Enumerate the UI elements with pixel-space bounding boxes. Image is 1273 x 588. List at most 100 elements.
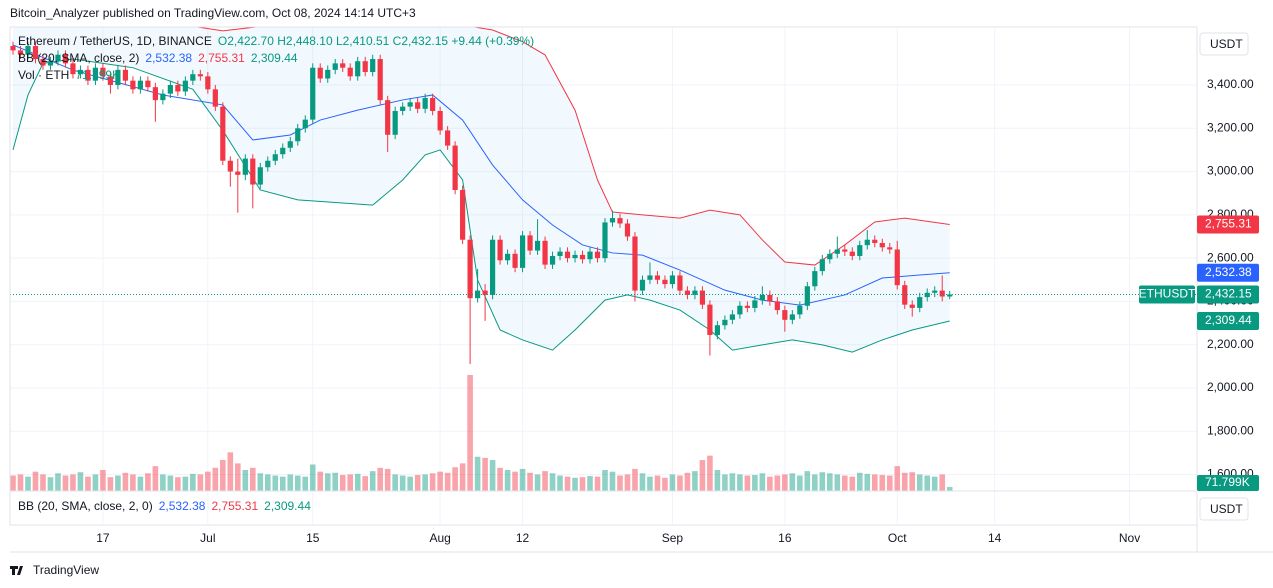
candle-body [572,254,578,259]
currency-button-lower[interactable]: USDT [1199,497,1249,521]
y-tick-label: 2,200.00 [1207,337,1254,351]
volume-bar [17,474,24,491]
legend-title: Ethereum / TetherUS, 1D, BINANCE O2,422.7… [18,34,534,48]
candle-body [512,253,518,268]
candle-body [430,97,436,111]
volume-bar [152,466,159,491]
volume-bar [632,468,638,491]
volume-bar [946,487,953,491]
candle-body [789,314,795,320]
volume-bar [459,463,466,491]
ohlc-values: O2,422.70 H2,448.10 L2,410.51 C2,432.15 … [218,34,534,48]
y-tick-label: 1,800.00 [1207,423,1254,437]
candle-body [557,251,563,256]
candle-body [797,305,803,315]
x-tick-label: 14 [988,531,1002,545]
currency-label[interactable]: USDT [1210,37,1243,51]
volume-bar [287,474,294,491]
volume-bar [744,475,751,491]
volume-bar [414,474,421,491]
bb-upper-value: 2,755.31 [211,499,258,513]
candle-body [310,67,316,120]
currency-label[interactable]: USDT [1210,502,1243,516]
volume-bar [220,460,226,491]
volume-bar [841,475,848,491]
symbol-label: ETHUSDT [1139,287,1196,301]
volume-bar [924,475,931,491]
volume-bar [62,475,69,491]
candle-body [684,290,691,295]
volume-bar [572,477,578,491]
candle-body [932,290,938,293]
candle-body [332,63,338,70]
currency-box[interactable] [1199,497,1249,521]
volume-bar [639,473,646,491]
volume-bar [789,473,796,491]
volume-bar [497,467,503,491]
candle-body [939,290,945,297]
candle-body [699,290,706,305]
candle-body [212,89,218,107]
currency-box[interactable] [1199,32,1249,56]
volume-bar [437,471,443,491]
candle-body [122,69,129,81]
candle-body [924,292,930,298]
indicator-legend: BB (20, SMA, close, 2, 0) 2,532.38 2,755.3… [18,499,311,513]
volume-bar [347,474,354,491]
candle-body [834,249,840,254]
volume-bar [137,476,144,491]
volume-bar [264,474,271,491]
candle-body [347,67,353,77]
y-tick-label: 3,200.00 [1207,120,1254,134]
volume-bar [827,473,833,491]
volume-bar [392,474,398,491]
candle-body [467,239,473,299]
volume-name: Vol · ETH [18,68,69,82]
legend-volume: Vol · ETH 71.799K [18,68,120,82]
candle-body [167,85,173,94]
candle-body [385,100,391,135]
volume-bar [190,473,196,491]
volume-bar [669,474,676,491]
footer: TradingView [10,563,99,577]
bb-name: BB (20, SMA, close, 2) [18,51,139,65]
candle-body [257,167,263,185]
candle-body [887,247,893,250]
volume-bar [100,470,106,491]
last-price-box [1197,285,1259,304]
axes: 1,600.001,800.002,000.002,200.002,400.00… [96,77,1259,545]
volume-bar [302,476,309,491]
volume-bar [249,467,256,491]
volume-bar [279,476,286,491]
candle-body [497,239,503,261]
x-tick-label: 16 [778,531,792,545]
candle-body [445,130,451,146]
volume-bar [782,474,788,491]
volume-bar [519,468,526,491]
volume-bar [864,473,871,491]
volume-bar [542,471,548,491]
volume-bar [32,471,39,491]
bb-price-label: 2,532.38 [1205,265,1252,279]
candle-body [190,74,196,81]
volume-bar [10,475,16,491]
currency-button[interactable]: USDT [1199,32,1249,56]
volume-bar [722,474,728,491]
volume-bar [489,460,496,491]
volume-bar [227,452,234,491]
candle-body [235,171,241,175]
candle-body [377,59,383,101]
volume-bar [429,473,436,491]
candle-body [392,110,398,135]
candle-body [587,251,593,260]
volume-bar [879,474,886,491]
legend-bb: BB (20, SMA, close, 2) 2,532.38 2,755.31 2,… [18,51,298,65]
candle-body [40,59,46,66]
candle-body [355,61,361,77]
volume-bar [557,475,563,491]
volume-bar [624,474,631,491]
candle-body [25,46,31,55]
candle-body [340,63,346,68]
candle-body [594,251,601,259]
x-tick-label: Oct [888,531,907,545]
